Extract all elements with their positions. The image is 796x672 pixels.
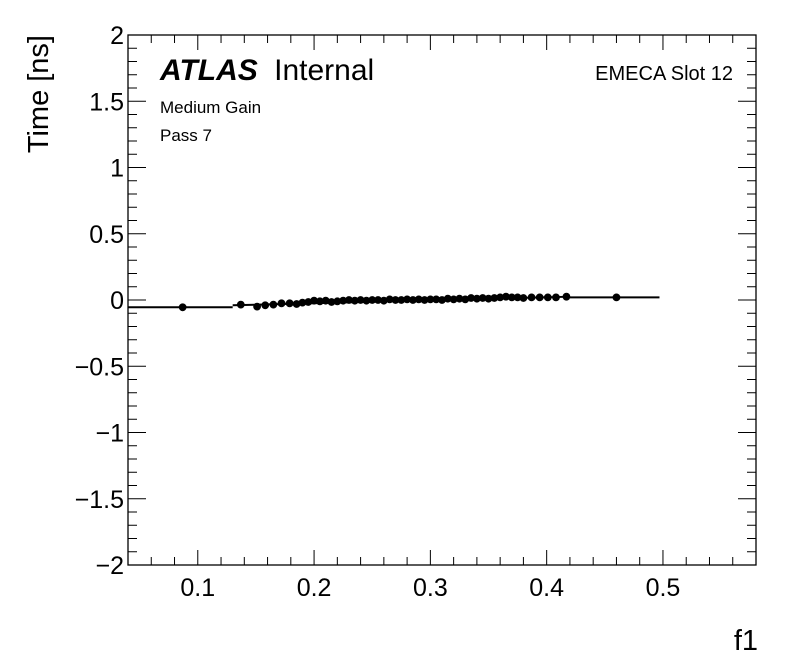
data-point <box>562 292 571 301</box>
y-tick-label: 0 <box>110 287 124 315</box>
y-tick-label: 2 <box>110 22 124 50</box>
data-point <box>253 302 261 311</box>
region-label: EMECA Slot 12 <box>595 63 733 85</box>
y-tick-label: −0.5 <box>75 353 124 381</box>
x-tick-label: 0.4 <box>529 574 564 602</box>
data-point <box>519 294 528 302</box>
data-point <box>535 293 544 302</box>
data-point <box>527 293 536 302</box>
x-tick-label: 0.5 <box>646 574 681 602</box>
atlas-logo: ATLAS <box>159 54 258 87</box>
atlas-status: Internal <box>274 54 374 87</box>
data-point <box>612 293 621 302</box>
y-tick-label: −1 <box>95 420 124 448</box>
data-point <box>236 300 245 309</box>
data-point <box>277 299 286 308</box>
y-tick-label: 1 <box>110 155 124 183</box>
atlas-label: ATLAS Internal <box>159 54 374 87</box>
pass-label: Pass 7 <box>160 126 212 145</box>
data-point <box>552 293 560 302</box>
data-point <box>285 299 294 308</box>
x-tick-label: 0.1 <box>180 574 215 602</box>
y-tick-label: −2 <box>95 552 124 580</box>
y-tick-labels: −2 −1.5 −1 −0.5 0 0.5 1 1.5 2 <box>75 22 124 580</box>
x-tick-label: 0.3 <box>413 574 448 602</box>
data-point <box>543 293 552 302</box>
x-tick-labels: 0.1 0.2 0.3 0.4 0.5 <box>180 574 680 602</box>
data-point <box>261 301 270 310</box>
y-tick-label: 1.5 <box>89 88 124 116</box>
x-axis-label: f1 <box>734 625 758 657</box>
y-tick-label: 0.5 <box>89 221 124 249</box>
y-axis-label: Time [ns] <box>23 35 55 153</box>
x-tick-label: 0.2 <box>297 574 332 602</box>
minor-ticks <box>127 35 757 565</box>
data-points <box>178 292 621 312</box>
data-point <box>178 303 187 312</box>
major-ticks <box>128 34 756 566</box>
y-tick-label: −1.5 <box>75 486 124 514</box>
gain-label: Medium Gain <box>160 98 261 117</box>
data-point <box>269 300 278 309</box>
